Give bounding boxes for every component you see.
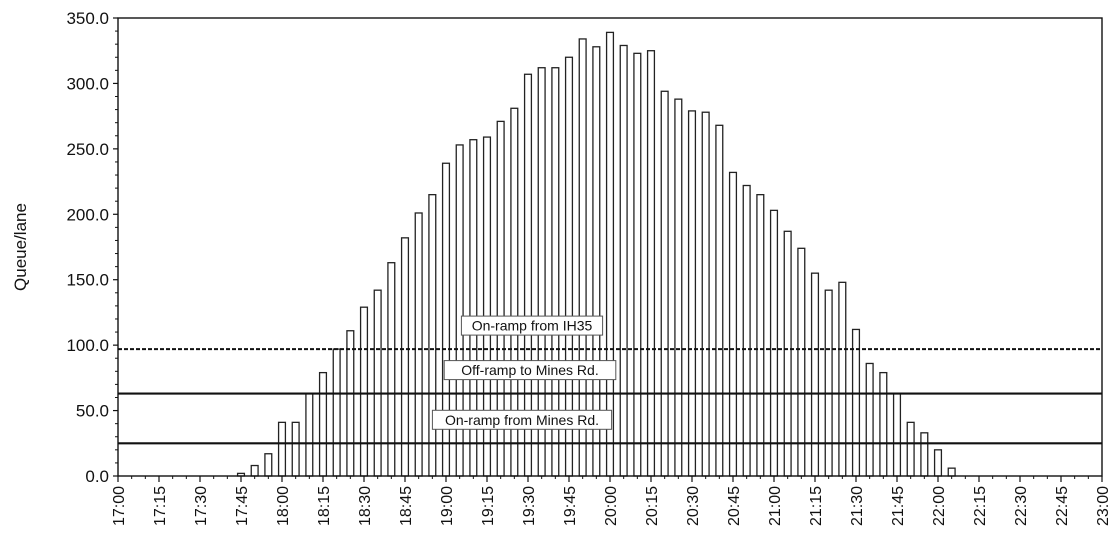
ref-label-3: On-ramp from Mines Rd. xyxy=(445,412,599,428)
bar-2000 xyxy=(605,31,615,477)
bar-2010 xyxy=(633,52,642,477)
bar-2110 xyxy=(797,247,806,477)
y-tick-label-7: 350.0 xyxy=(66,9,109,28)
bar-2155 xyxy=(920,432,929,477)
x-tick-label-15: 20:45 xyxy=(726,486,743,526)
ref-label-2: Off-ramp to Mines Rd. xyxy=(461,362,598,378)
bar-2125 xyxy=(838,281,847,477)
x-tick-label-6: 18:30 xyxy=(357,486,374,526)
ref-label-box-3 xyxy=(431,409,613,430)
y-tick-label-0: 0.0 xyxy=(85,467,109,486)
bar-2025 xyxy=(674,98,683,477)
bar-2200 xyxy=(933,449,943,477)
x-tick-label-1: 17:15 xyxy=(152,486,169,526)
bar-1750 xyxy=(250,464,259,477)
bar-2135 xyxy=(865,362,874,477)
bar-2115 xyxy=(810,272,820,477)
bar-1800 xyxy=(277,421,287,477)
x-tick-label-4: 18:00 xyxy=(275,486,292,526)
axes-group xyxy=(113,17,1103,482)
bar-2055 xyxy=(756,194,765,477)
bar-1835 xyxy=(373,289,382,477)
bar-1825 xyxy=(346,330,355,477)
bar-2020 xyxy=(660,90,669,477)
y-tick-label-3: 150.0 xyxy=(66,271,109,290)
y-tick-label-1: 50.0 xyxy=(76,402,109,421)
x-tick-label-9: 19:15 xyxy=(480,486,497,526)
bar-2030 xyxy=(687,110,697,477)
x-tick-label-0: 17:00 xyxy=(111,486,128,526)
ref-label-box-2 xyxy=(443,360,617,381)
bar-2120 xyxy=(824,289,833,477)
bar-1815 xyxy=(318,371,328,477)
bar-1805 xyxy=(291,421,300,477)
bar-1830 xyxy=(359,306,369,477)
x-tick-label-3: 17:45 xyxy=(234,486,251,526)
bar-2105 xyxy=(783,230,792,477)
ref-label-1: On-ramp from IH35 xyxy=(472,318,593,334)
bar-2140 xyxy=(879,371,888,477)
x-tick-label-8: 19:00 xyxy=(439,486,456,526)
y-axis-title: Queue/lane xyxy=(11,203,30,291)
x-tick-label-23: 22:45 xyxy=(1054,486,1071,526)
reference-lines-group xyxy=(118,348,1102,445)
bar-2040 xyxy=(715,124,724,477)
y-tick-label-6: 300.0 xyxy=(66,74,109,93)
bar-2035 xyxy=(701,111,710,477)
bar-2045 xyxy=(728,171,738,477)
x-tick-label-17: 21:15 xyxy=(808,486,825,526)
bar-2205 xyxy=(947,467,956,477)
bars-group xyxy=(236,31,956,477)
bar-1820 xyxy=(332,348,341,477)
x-tick-label-19: 21:45 xyxy=(890,486,907,526)
x-tick-label-20: 22:00 xyxy=(931,486,948,526)
x-tick-label-11: 19:45 xyxy=(562,486,579,526)
labels-group: On-ramp from IH35 Off-ramp to Mines Rd. On… xyxy=(11,9,1108,526)
bar-2050 xyxy=(742,184,751,477)
y-tick-label-2: 100.0 xyxy=(66,336,109,355)
x-tick-label-13: 20:15 xyxy=(644,486,661,526)
x-tick-label-18: 21:30 xyxy=(849,486,866,526)
x-tick-label-12: 20:00 xyxy=(603,486,620,526)
bar-2145 xyxy=(892,392,902,477)
x-tick-label-2: 17:30 xyxy=(193,486,210,526)
y-tick-label-4: 200.0 xyxy=(66,205,109,224)
bar-2005 xyxy=(619,44,628,477)
bar-1755 xyxy=(264,453,273,477)
x-tick-label-14: 20:30 xyxy=(685,486,702,526)
bar-2150 xyxy=(906,421,915,477)
x-tick-label-16: 21:00 xyxy=(767,486,784,526)
x-tick-label-21: 22:15 xyxy=(972,486,989,526)
x-tick-label-22: 22:30 xyxy=(1013,486,1030,526)
x-tick-label-5: 18:15 xyxy=(316,486,333,526)
bar-1855 xyxy=(428,194,437,477)
bar-1850 xyxy=(414,212,423,477)
ref-label-box-1 xyxy=(460,315,604,336)
x-tick-label-10: 19:30 xyxy=(521,486,538,526)
x-tick-label-24: 23:00 xyxy=(1095,486,1108,526)
x-tick-label-7: 18:45 xyxy=(398,486,415,526)
bar-2100 xyxy=(769,209,779,477)
bar-1810 xyxy=(305,392,314,477)
bar-2130 xyxy=(851,328,861,477)
bar-2015 xyxy=(646,50,656,477)
y-tick-label-5: 250.0 xyxy=(66,140,109,159)
bar-1845 xyxy=(400,237,410,477)
